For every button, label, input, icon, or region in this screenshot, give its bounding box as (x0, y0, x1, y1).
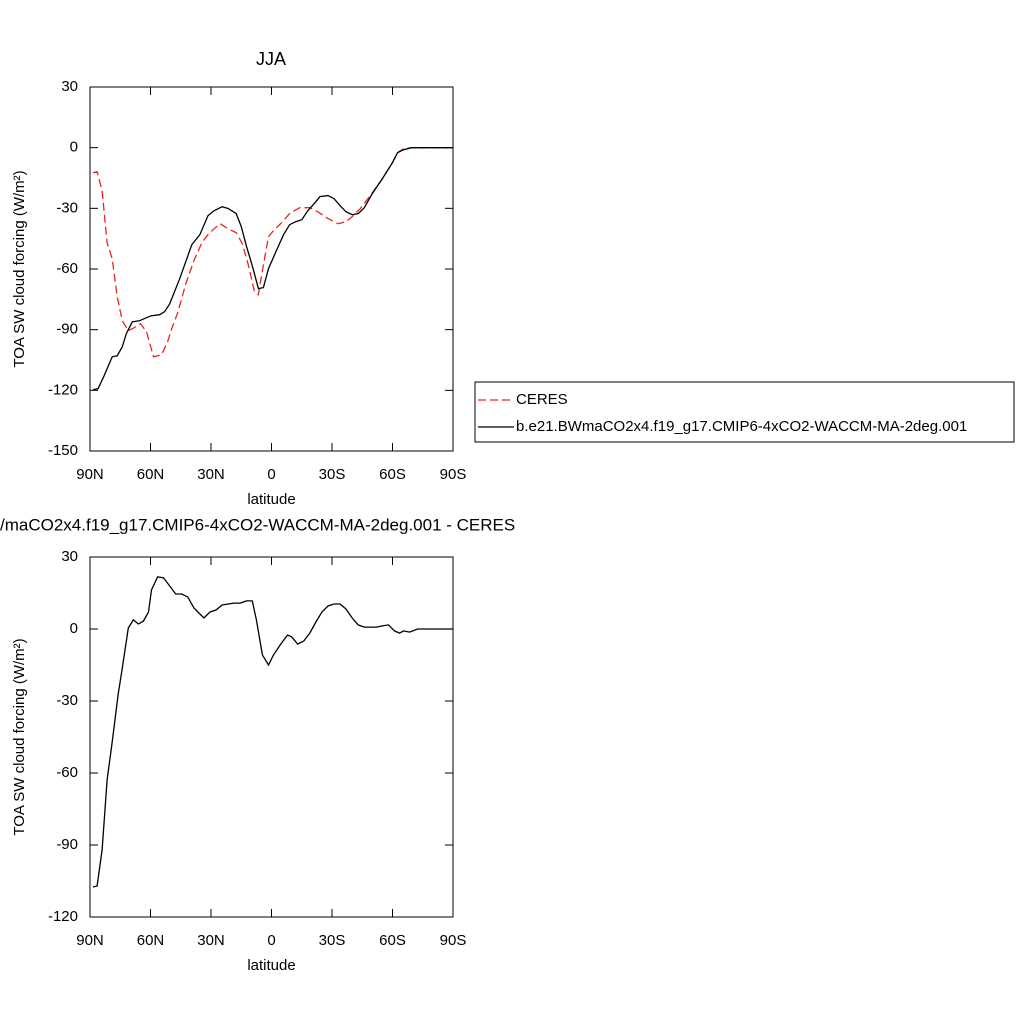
y-axis-label: TOA SW cloud forcing (W/m²) (11, 638, 28, 835)
y-tick-label: 30 (61, 78, 78, 95)
x-tick-label: 90S (440, 466, 467, 483)
x-tick-label: 60S (379, 466, 406, 483)
y-tick-label: 30 (61, 548, 78, 565)
series-line (92, 147, 453, 391)
legend-label: CERES (516, 391, 568, 408)
chart-title: /maCO2x4.f19_g17.CMIP6-4xCO2-WACCM-MA-2d… (0, 515, 515, 534)
series-line (92, 147, 453, 358)
x-tick-label: 30N (197, 466, 225, 483)
y-tick-label: -90 (56, 321, 78, 338)
legend-box (474, 381, 1015, 443)
y-tick-label: 0 (70, 139, 78, 156)
x-tick-label: 60N (137, 466, 165, 483)
x-tick-label: 90N (76, 466, 104, 483)
y-axis-label: TOA SW cloud forcing (W/m²) (11, 170, 28, 367)
y-tick-label: -90 (56, 836, 78, 853)
x-tick-label: 30S (319, 932, 346, 949)
x-tick-label: 30S (319, 466, 346, 483)
x-tick-label: 30N (197, 932, 225, 949)
y-tick-label: -30 (56, 199, 78, 216)
plot-frame (89, 86, 454, 452)
chart-title: JJA (256, 49, 286, 69)
x-axis-label: latitude (247, 957, 295, 974)
y-tick-label: -120 (48, 381, 78, 398)
y-tick-label: -60 (56, 764, 78, 781)
series-line (92, 576, 453, 888)
y-tick-label: -120 (48, 908, 78, 925)
y-tick-label: -60 (56, 260, 78, 277)
x-tick-label: 90N (76, 932, 104, 949)
y-tick-label: -30 (56, 692, 78, 709)
x-tick-label: 0 (267, 466, 275, 483)
x-tick-label: 60N (137, 932, 165, 949)
x-tick-label: 0 (267, 932, 275, 949)
x-tick-label: 90S (440, 932, 467, 949)
y-tick-label: 0 (70, 620, 78, 637)
plot-frame (89, 556, 454, 918)
y-tick-label: -150 (48, 442, 78, 459)
x-tick-label: 60S (379, 932, 406, 949)
x-axis-label: latitude (247, 491, 295, 508)
legend-label: b.e21.BWmaCO2x4.f19_g17.CMIP6-4xCO2-WACC… (516, 418, 967, 435)
